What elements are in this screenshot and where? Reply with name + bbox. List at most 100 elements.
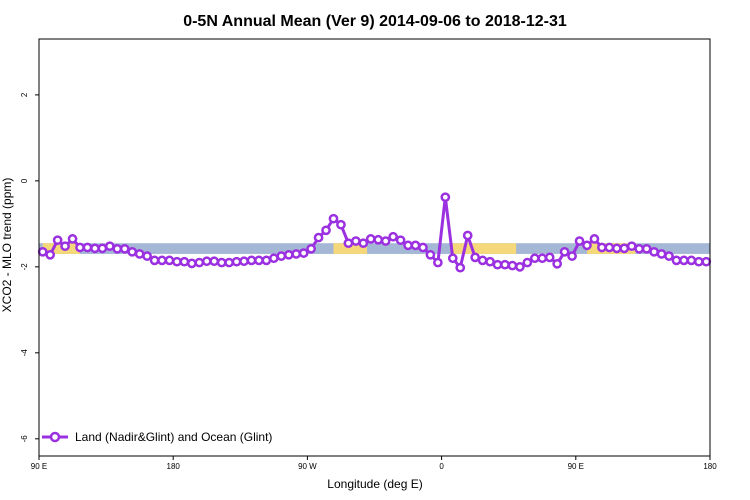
data-point — [582, 240, 592, 251]
data-point — [313, 232, 324, 243]
y-tick-label: -6 — [20, 435, 29, 443]
data-point — [447, 253, 458, 264]
y-axis: -6 -4 -2 0 2 — [20, 92, 39, 442]
legend-label: Land (Nadir&Glint) and Ocean (Glint) — [75, 430, 272, 444]
data-point — [216, 257, 227, 268]
data-point — [298, 248, 309, 258]
data-point — [559, 246, 570, 257]
data-point — [179, 256, 190, 267]
data-point — [90, 243, 100, 254]
land-band-segment — [333, 243, 368, 254]
chart-title: 0-5N Annual Mean (Ver 9) 2014-09-06 to 2… — [183, 13, 567, 30]
data-point — [410, 240, 421, 251]
data-point — [634, 243, 645, 254]
data-point — [172, 256, 182, 267]
data-point — [157, 255, 167, 266]
data-point — [343, 238, 354, 249]
data-point — [231, 256, 242, 267]
data-point — [455, 262, 466, 273]
data-point — [507, 260, 518, 271]
data-point — [142, 251, 152, 261]
data-point — [201, 256, 212, 267]
data-point — [321, 225, 331, 236]
data-point — [574, 236, 585, 246]
data-point — [701, 256, 712, 267]
data-point — [269, 253, 279, 264]
x-tick-label: 0 — [439, 462, 444, 471]
data-point — [261, 255, 272, 266]
data-point — [283, 249, 294, 260]
data-point — [433, 257, 443, 268]
data-point — [626, 241, 637, 252]
data-point — [380, 236, 391, 246]
data-point — [52, 235, 63, 246]
data-point — [604, 242, 615, 253]
data-point — [395, 235, 406, 246]
data-point — [82, 242, 93, 253]
data-point — [254, 255, 264, 266]
data-point — [611, 243, 622, 254]
data-point — [112, 243, 123, 254]
data-point — [544, 252, 555, 263]
x-tick-label: 90 E — [568, 462, 584, 471]
data-point — [373, 234, 384, 245]
y-tick-label: -4 — [20, 349, 29, 357]
data-point — [522, 257, 533, 268]
y-tick-label: 0 — [20, 178, 29, 183]
data-point — [679, 255, 689, 266]
data-point — [37, 246, 48, 257]
data-point — [529, 253, 540, 264]
data-point — [597, 242, 607, 253]
x-axis: 90 E 180 90 W 0 90 E 180 — [31, 456, 717, 471]
data-point — [351, 236, 361, 246]
data-point — [291, 249, 302, 259]
plot-frame — [38, 38, 711, 457]
data-point — [686, 255, 697, 266]
data-point — [60, 241, 70, 252]
data-point — [641, 243, 652, 254]
data-point — [693, 256, 704, 267]
data-point — [276, 251, 287, 261]
x-tick-label: 90 W — [298, 462, 317, 471]
data-point — [209, 256, 220, 267]
data-point — [358, 238, 369, 249]
data-point — [75, 242, 85, 253]
legend-marker — [49, 431, 61, 443]
x-tick-label: 180 — [703, 462, 717, 471]
data-point — [440, 192, 451, 203]
data-point — [239, 256, 249, 267]
series-group — [37, 192, 712, 273]
data-point — [589, 234, 600, 244]
data-point — [671, 255, 682, 266]
data-point — [149, 255, 160, 266]
data-point — [97, 243, 108, 254]
x-tick-label: 90 E — [31, 462, 47, 471]
data-point — [515, 261, 525, 272]
data-point — [418, 242, 428, 253]
data-point — [119, 243, 130, 254]
data-point — [224, 257, 234, 268]
data-point — [246, 255, 257, 266]
data-point — [619, 243, 630, 254]
data-point — [470, 252, 480, 263]
y-tick-label: 2 — [20, 92, 29, 97]
x-tick-label: 180 — [167, 462, 181, 471]
data-point — [649, 246, 659, 257]
data-point — [500, 259, 510, 270]
data-point — [336, 219, 346, 230]
y-axis-label: XCO2 - MLO trend (ppm) — [0, 178, 14, 313]
data-point — [186, 258, 197, 269]
data-point — [492, 259, 503, 270]
data-point — [127, 246, 138, 257]
data-point — [365, 234, 376, 244]
data-point — [403, 240, 413, 251]
data-point — [67, 234, 78, 244]
y-tick-label: -2 — [20, 263, 29, 271]
data-point — [104, 241, 115, 252]
legend: Land (Nadir&Glint) and Ocean (Glint) — [42, 430, 272, 444]
data-point — [477, 255, 488, 266]
data-point — [485, 256, 495, 267]
data-point — [164, 255, 175, 266]
